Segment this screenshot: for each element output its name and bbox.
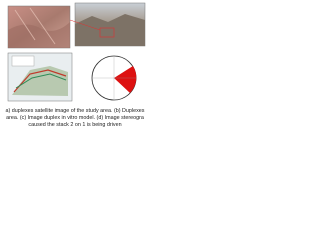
- panel-c: [7, 52, 73, 102]
- panel-b: [74, 2, 146, 47]
- figure: a) duplexes satellite image of the study…: [0, 0, 150, 150]
- connector: [69, 19, 101, 31]
- panel-d: [91, 55, 137, 101]
- figure-panels: [7, 2, 146, 102]
- caption-line: a) duplexes satellite image of the study…: [5, 108, 145, 114]
- caption-line: area. (c) Image duplex in vitro model. (…: [6, 115, 144, 121]
- caption-line: caused the stack 2 on 1 is being driven: [28, 122, 122, 128]
- panel-a: [7, 5, 71, 49]
